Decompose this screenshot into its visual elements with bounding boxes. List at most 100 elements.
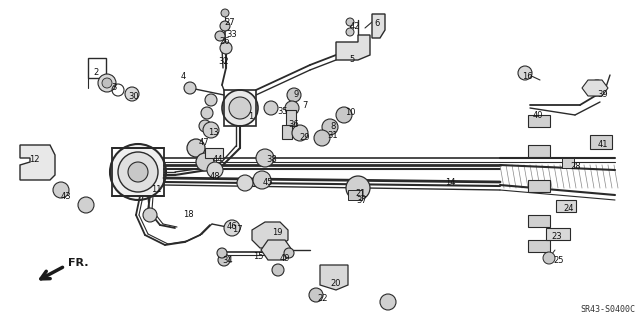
Text: 2: 2 bbox=[93, 68, 99, 77]
Text: FR.: FR. bbox=[68, 258, 88, 268]
Text: 32: 32 bbox=[218, 57, 228, 66]
Circle shape bbox=[292, 125, 308, 141]
Circle shape bbox=[256, 149, 274, 167]
Circle shape bbox=[203, 122, 219, 138]
Circle shape bbox=[143, 208, 157, 222]
Text: 34: 34 bbox=[222, 256, 232, 265]
Text: 6: 6 bbox=[374, 19, 380, 28]
Text: 49: 49 bbox=[280, 254, 291, 263]
Text: 16: 16 bbox=[522, 72, 532, 81]
Text: 46: 46 bbox=[227, 222, 237, 231]
Text: 38: 38 bbox=[266, 155, 276, 164]
Text: 36: 36 bbox=[288, 120, 299, 129]
Bar bbox=[348, 190, 362, 200]
Bar bbox=[112, 148, 164, 196]
Bar bbox=[528, 240, 550, 252]
Circle shape bbox=[543, 252, 555, 264]
Bar bbox=[546, 228, 570, 240]
Text: 12: 12 bbox=[29, 155, 40, 164]
Bar bbox=[205, 148, 223, 158]
Circle shape bbox=[118, 152, 158, 192]
Text: 27: 27 bbox=[224, 18, 235, 27]
Bar bbox=[224, 90, 256, 126]
Text: 15: 15 bbox=[253, 252, 264, 261]
Circle shape bbox=[78, 197, 94, 213]
Circle shape bbox=[346, 28, 354, 36]
Circle shape bbox=[346, 18, 354, 26]
Circle shape bbox=[253, 171, 271, 189]
Circle shape bbox=[237, 175, 253, 191]
Bar bbox=[88, 58, 106, 78]
Text: 13: 13 bbox=[208, 128, 219, 137]
Circle shape bbox=[128, 162, 148, 182]
Circle shape bbox=[314, 130, 330, 146]
Circle shape bbox=[125, 87, 139, 101]
Bar bbox=[286, 110, 296, 126]
Text: 11: 11 bbox=[151, 185, 161, 194]
Circle shape bbox=[201, 107, 213, 119]
Circle shape bbox=[224, 220, 240, 236]
Circle shape bbox=[218, 254, 230, 266]
Text: 39: 39 bbox=[597, 90, 607, 99]
Circle shape bbox=[287, 88, 301, 102]
Circle shape bbox=[220, 42, 232, 54]
Text: 9: 9 bbox=[294, 90, 300, 99]
Circle shape bbox=[215, 31, 225, 41]
Circle shape bbox=[309, 288, 323, 302]
Circle shape bbox=[199, 120, 211, 132]
Circle shape bbox=[110, 144, 166, 200]
Text: 26: 26 bbox=[219, 37, 230, 46]
Bar bbox=[528, 145, 550, 157]
Bar bbox=[282, 125, 292, 139]
Circle shape bbox=[272, 264, 284, 276]
Text: 20: 20 bbox=[330, 279, 340, 288]
Circle shape bbox=[336, 107, 352, 123]
Polygon shape bbox=[261, 240, 292, 260]
Text: 5: 5 bbox=[349, 55, 355, 64]
Text: 24: 24 bbox=[563, 204, 573, 213]
Circle shape bbox=[322, 119, 338, 135]
Circle shape bbox=[285, 101, 299, 115]
Circle shape bbox=[518, 66, 532, 80]
Text: 14: 14 bbox=[445, 178, 456, 187]
Text: 30: 30 bbox=[128, 92, 139, 101]
Polygon shape bbox=[372, 14, 385, 38]
Circle shape bbox=[187, 139, 205, 157]
Bar bbox=[556, 200, 576, 212]
Circle shape bbox=[207, 162, 223, 178]
Circle shape bbox=[184, 82, 196, 94]
Circle shape bbox=[284, 248, 294, 258]
Text: 1: 1 bbox=[248, 112, 253, 121]
Circle shape bbox=[217, 248, 227, 258]
Bar bbox=[528, 215, 550, 227]
Text: 40: 40 bbox=[533, 111, 543, 120]
Text: 31: 31 bbox=[327, 131, 338, 140]
Polygon shape bbox=[582, 80, 608, 96]
Text: SR43-S0400C: SR43-S0400C bbox=[580, 305, 635, 314]
Circle shape bbox=[222, 90, 258, 126]
Text: 3: 3 bbox=[111, 83, 116, 92]
Text: 33: 33 bbox=[226, 30, 237, 39]
Text: 29: 29 bbox=[299, 133, 310, 142]
Circle shape bbox=[221, 9, 229, 17]
Polygon shape bbox=[252, 222, 288, 248]
Bar bbox=[562, 158, 574, 168]
Circle shape bbox=[220, 21, 230, 31]
Text: 21: 21 bbox=[355, 189, 365, 198]
Text: 7: 7 bbox=[302, 101, 307, 110]
Circle shape bbox=[98, 74, 116, 92]
Text: 19: 19 bbox=[272, 228, 282, 237]
Circle shape bbox=[196, 153, 214, 171]
Text: 23: 23 bbox=[551, 232, 562, 241]
Polygon shape bbox=[20, 145, 55, 180]
Bar bbox=[528, 180, 550, 192]
Text: 43: 43 bbox=[61, 192, 72, 201]
Text: 22: 22 bbox=[317, 294, 328, 303]
Text: 42: 42 bbox=[350, 22, 360, 31]
Text: 45: 45 bbox=[263, 178, 273, 187]
Circle shape bbox=[205, 94, 217, 106]
Circle shape bbox=[380, 294, 396, 310]
Text: 17: 17 bbox=[232, 225, 243, 234]
Circle shape bbox=[589, 80, 605, 96]
Circle shape bbox=[346, 176, 370, 200]
